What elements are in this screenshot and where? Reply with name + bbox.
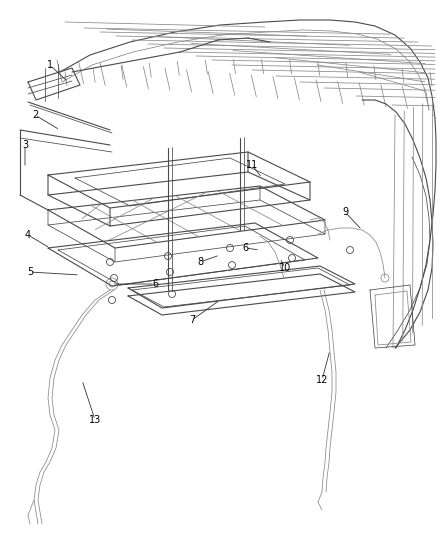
Text: 1: 1 [47,60,53,70]
Text: 6: 6 [152,279,158,289]
Text: 5: 5 [27,267,33,277]
Text: 4: 4 [25,230,31,240]
Text: 9: 9 [342,207,348,217]
Text: 8: 8 [197,257,203,267]
Text: 11: 11 [246,160,258,170]
Text: 13: 13 [89,415,101,425]
Text: 6: 6 [242,243,248,253]
Text: 10: 10 [279,263,291,273]
Text: 3: 3 [22,140,28,150]
Text: 7: 7 [189,315,195,325]
Text: 2: 2 [32,110,38,120]
Text: 12: 12 [316,375,328,385]
